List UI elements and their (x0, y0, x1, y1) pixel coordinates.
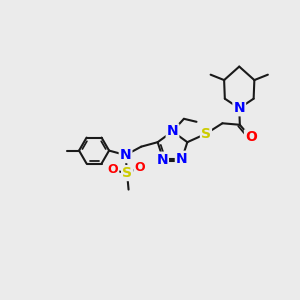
Text: N: N (233, 101, 245, 115)
Text: N: N (176, 152, 188, 166)
Text: S: S (201, 127, 211, 141)
Text: N: N (167, 124, 178, 138)
Text: S: S (122, 166, 132, 180)
Text: N: N (156, 153, 168, 166)
Text: O: O (134, 161, 145, 174)
Text: O: O (108, 163, 118, 176)
Text: N: N (120, 148, 131, 162)
Text: O: O (245, 130, 257, 144)
